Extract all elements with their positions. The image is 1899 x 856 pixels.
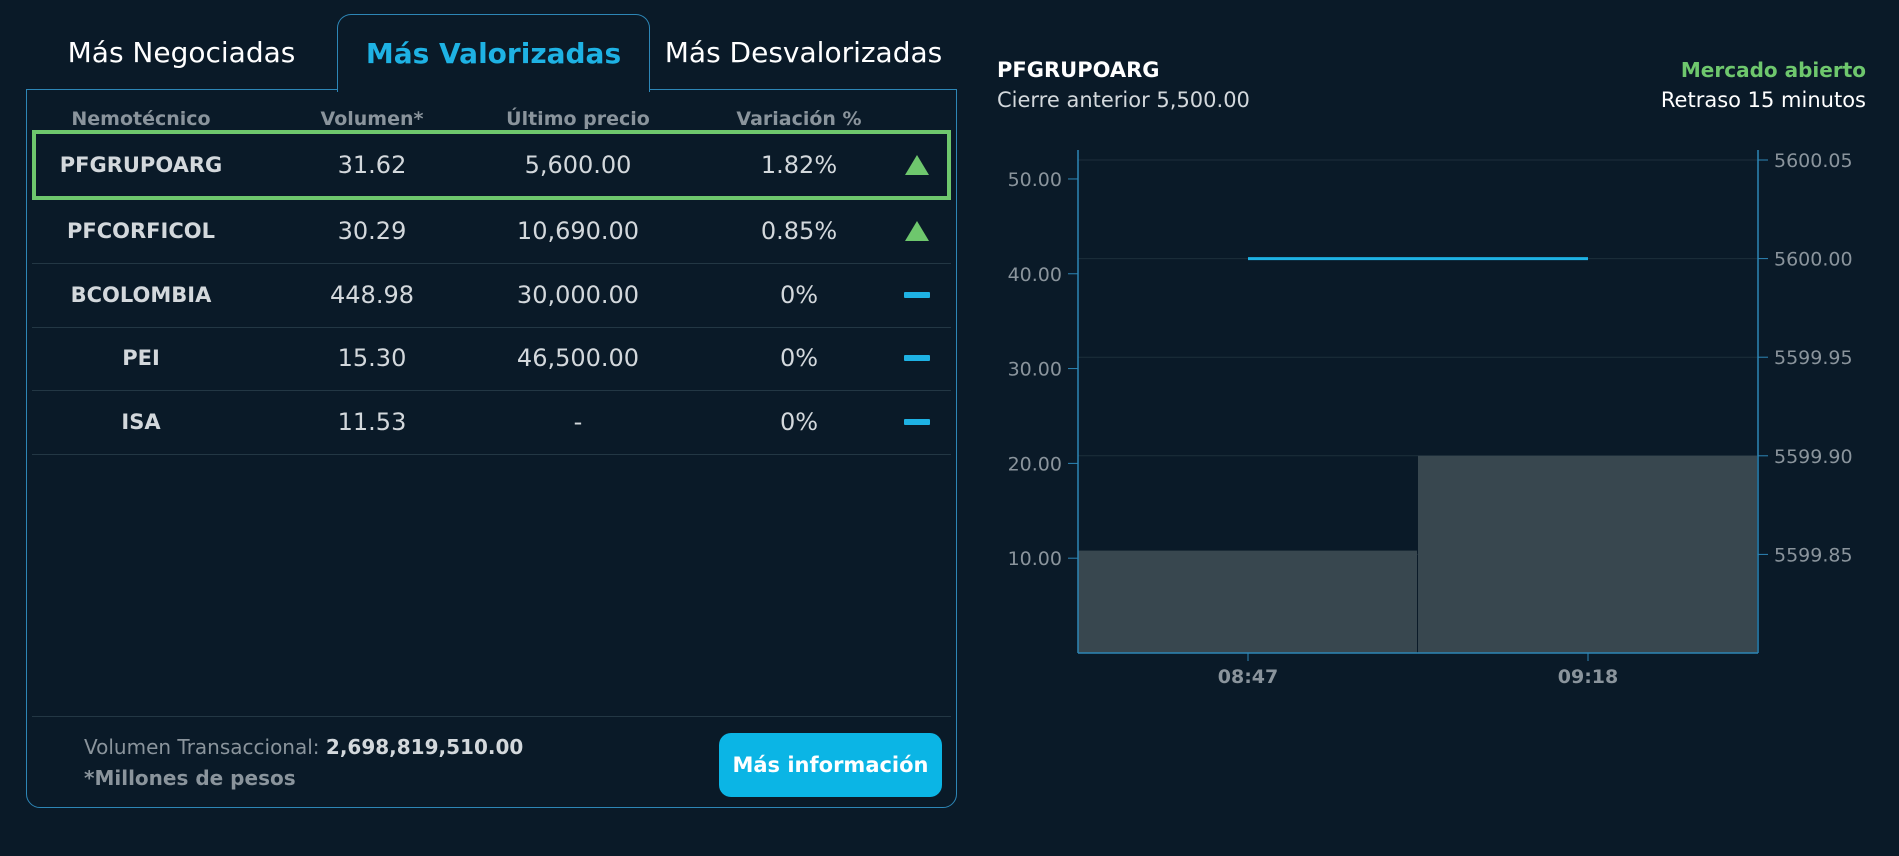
- price-cell: 10,690.00: [516, 217, 640, 245]
- right-tick-label: 5599.90: [1774, 446, 1853, 468]
- market-status: Mercado abierto: [1680, 58, 1866, 82]
- ticker-cell: PEI: [122, 346, 160, 370]
- table-row[interactable]: PEI 15.30 46,500.00 0%: [32, 326, 951, 390]
- tab-bar: Más Negociadas Más Valorizadas Más Desva…: [26, 14, 959, 92]
- previous-close: Cierre anterior 5,500.00: [997, 88, 1250, 112]
- trend-up-icon: [905, 155, 929, 175]
- change-cell: 0.85%: [760, 217, 838, 245]
- price-cell: -: [573, 408, 583, 436]
- header-price: Último precio: [506, 108, 650, 130]
- change-cell: 0%: [779, 344, 819, 372]
- price-cell: 30,000.00: [516, 281, 640, 309]
- table-header: Nemotécnico Volumen* Último precio Varia…: [27, 108, 956, 142]
- x-tick-label: 08:47: [1218, 666, 1278, 688]
- row-divider: [32, 327, 951, 328]
- left-tick-label: 50.00: [1008, 169, 1062, 191]
- ticker-cell: PFCORFICOL: [67, 219, 215, 243]
- stocks-panel: Nemotécnico Volumen* Último precio Varia…: [26, 89, 957, 808]
- change-cell: 1.82%: [760, 151, 838, 179]
- volume-cell: 11.53: [337, 408, 407, 436]
- volume-label: Volumen Transaccional:: [84, 735, 326, 759]
- trend-flat-icon: [904, 292, 930, 298]
- more-info-button[interactable]: Más información: [719, 733, 942, 797]
- delay-notice: Retraso 15 minutos: [1660, 88, 1866, 112]
- ticker-cell: PFGRUPOARG: [59, 153, 223, 177]
- change-cell: 0%: [779, 408, 819, 436]
- left-tick-label: 10.00: [1008, 548, 1062, 570]
- left-tick-label: 20.00: [1008, 453, 1062, 475]
- table-row[interactable]: PFGRUPOARG 31.62 5,600.00 1.82%: [32, 130, 951, 200]
- tab-mas-valorizadas[interactable]: Más Valorizadas: [337, 14, 650, 92]
- right-tick-label: 5600.05: [1774, 150, 1853, 172]
- right-tick-label: 5600.00: [1774, 249, 1853, 271]
- row-divider: [32, 454, 951, 455]
- volume-bar: [1418, 455, 1757, 653]
- header-ticker: Nemotécnico: [71, 108, 211, 130]
- trend-up-icon: [905, 221, 929, 241]
- row-divider: [32, 390, 951, 391]
- right-tick-label: 5599.85: [1774, 544, 1853, 566]
- volume-value: 2,698,819,510.00: [325, 735, 524, 759]
- left-tick-label: 40.00: [1008, 264, 1062, 286]
- header-change: Variación %: [736, 108, 862, 130]
- ticker-cell: BCOLOMBIA: [70, 283, 212, 307]
- tab-mas-desvalorizadas[interactable]: Más Desvalorizadas: [664, 35, 943, 69]
- price-cell: 5,600.00: [524, 151, 632, 179]
- header-volume: Volumen*: [320, 108, 424, 130]
- trend-flat-icon: [904, 419, 930, 425]
- ticker-cell: ISA: [121, 410, 161, 434]
- transaction-volume: Volumen Transaccional: 2,698,819,510.00: [84, 735, 523, 759]
- x-tick-label: 09:18: [1558, 666, 1618, 688]
- volume-bar: [1078, 550, 1417, 653]
- volume-cell: 15.30: [337, 344, 407, 372]
- table-row[interactable]: PFCORFICOL 30.29 10,690.00 0.85%: [32, 199, 951, 263]
- volume-cell: 448.98: [330, 281, 414, 309]
- table-row[interactable]: BCOLOMBIA 448.98 30,000.00 0%: [32, 263, 951, 327]
- left-tick-label: 30.00: [1008, 359, 1062, 381]
- table-row[interactable]: ISA 11.53 - 0%: [32, 390, 951, 454]
- volume-cell: 30.29: [337, 217, 407, 245]
- tab-mas-negociadas[interactable]: Más Negociadas: [67, 35, 296, 69]
- price-cell: 46,500.00: [516, 344, 640, 372]
- trend-flat-icon: [904, 355, 930, 361]
- change-cell: 0%: [779, 281, 819, 309]
- chart-ticker: PFGRUPOARG: [997, 58, 1160, 82]
- price-volume-chart: 10.00 20.00 30.00 40.00 50.00 5599.85 5599.90 5…: [1008, 150, 1853, 688]
- footer-divider: [32, 716, 951, 717]
- units-note: *Millones de pesos: [84, 766, 296, 790]
- row-divider: [32, 263, 951, 264]
- right-tick-label: 5599.95: [1774, 347, 1853, 369]
- volume-cell: 31.62: [337, 151, 407, 179]
